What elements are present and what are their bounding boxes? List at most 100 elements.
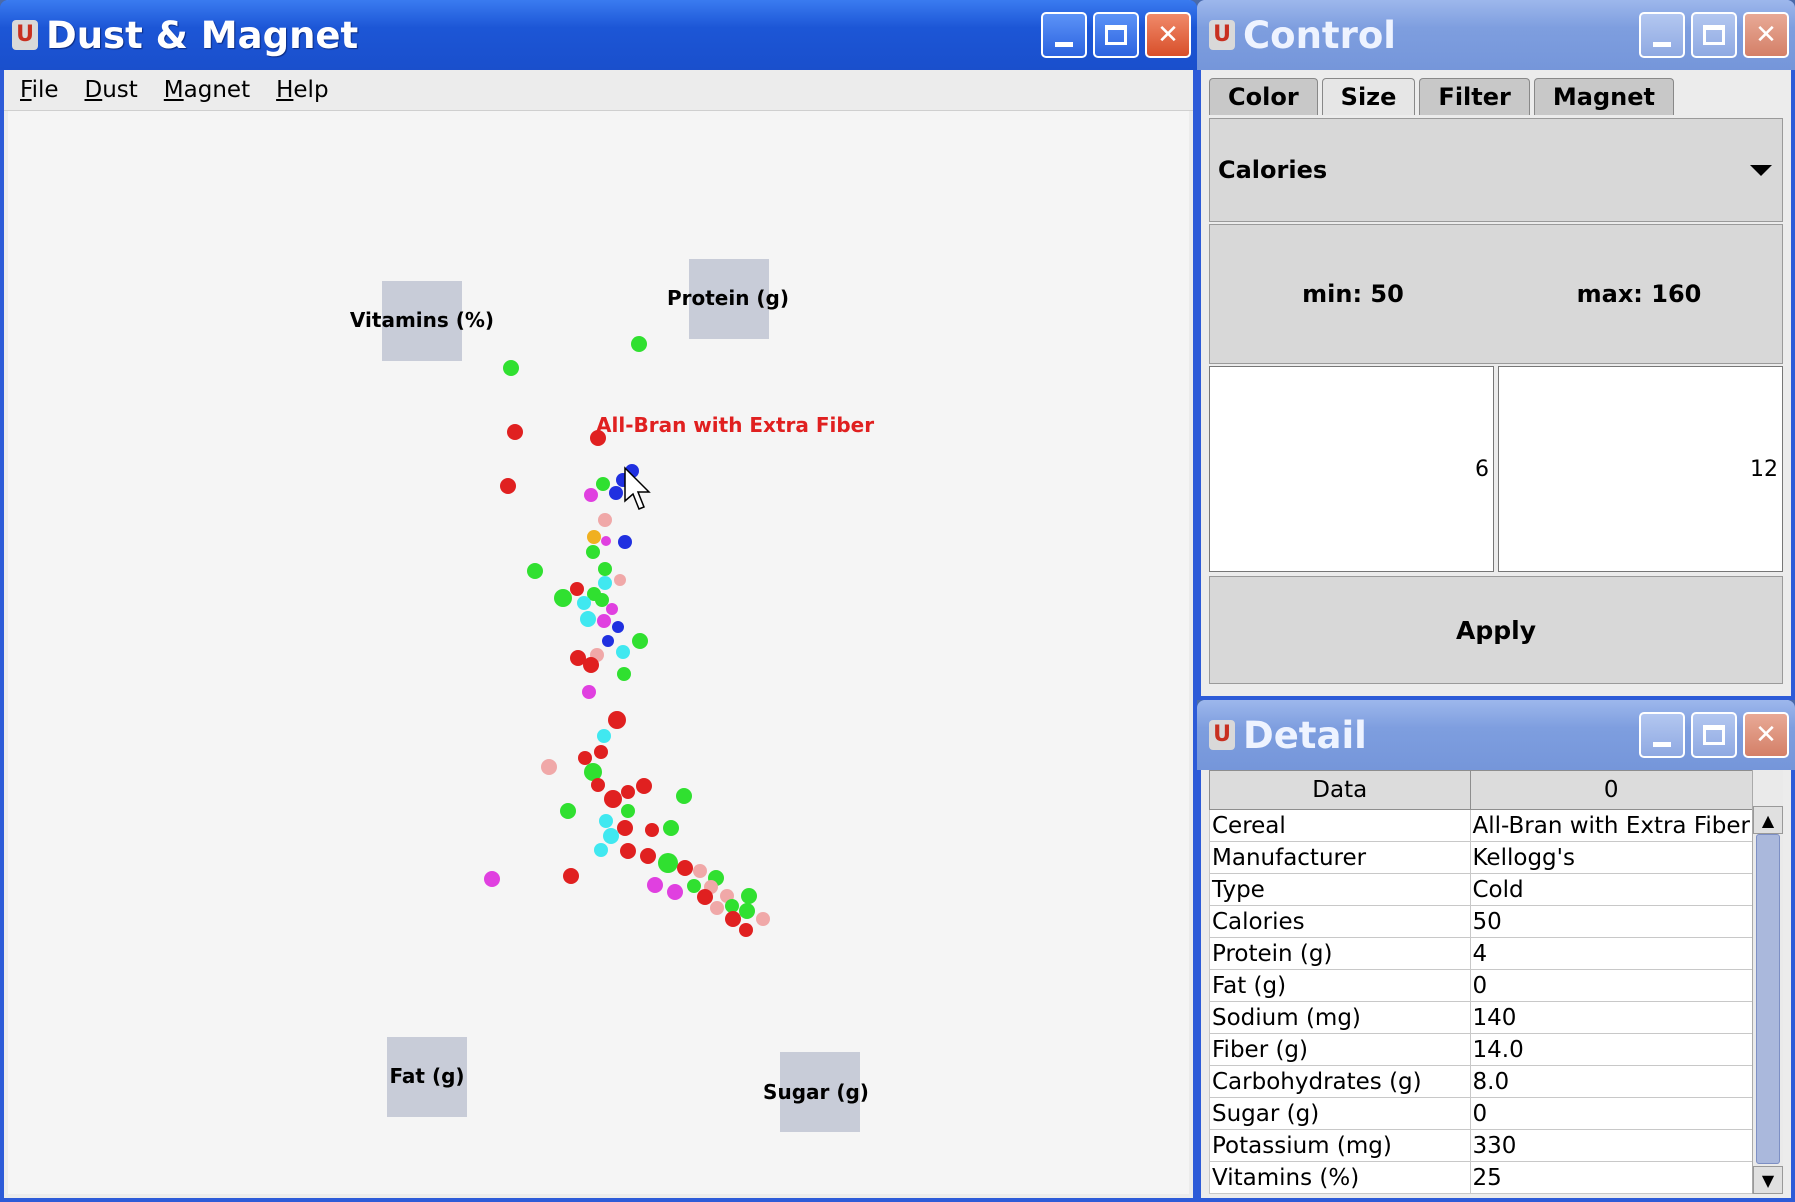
dust-particle[interactable]: [604, 790, 622, 808]
magnet-fat[interactable]: Fat (g): [387, 1037, 467, 1117]
column-header-value[interactable]: 0: [1469, 770, 1753, 810]
dust-particle[interactable]: [603, 828, 619, 844]
dust-particle[interactable]: [756, 912, 770, 926]
menu-file[interactable]: File: [20, 77, 59, 103]
dust-particle[interactable]: [598, 513, 612, 527]
dust-particle[interactable]: [741, 888, 757, 904]
dust-particle[interactable]: [620, 843, 636, 859]
dust-particle[interactable]: [621, 785, 635, 799]
maximize-button[interactable]: [1691, 12, 1737, 58]
menu-dust[interactable]: Dust: [84, 77, 138, 103]
dust-particle[interactable]: [632, 633, 648, 649]
dust-magnet-canvas[interactable]: Vitamins (%) Protein (g) Fat (g) Sugar (…: [8, 111, 1189, 1194]
close-button[interactable]: ✕: [1743, 712, 1789, 758]
dust-particle[interactable]: [602, 635, 614, 647]
magnet-sugar[interactable]: Sugar (g): [763, 1052, 869, 1132]
dust-particle[interactable]: [598, 562, 612, 576]
dust-particle[interactable]: [617, 667, 631, 681]
dust-plot[interactable]: Vitamins (%) Protein (g) Fat (g) Sugar (…: [8, 111, 1189, 1198]
scroll-thumb[interactable]: [1756, 834, 1780, 1164]
dust-particle[interactable]: [570, 650, 586, 666]
dust-particle[interactable]: [663, 820, 679, 836]
table-row[interactable]: Carbohydrates (g) 8.0: [1209, 1065, 1753, 1098]
tab-color[interactable]: Color: [1209, 78, 1318, 115]
table-row[interactable]: Potassium (mg) 330: [1209, 1129, 1753, 1162]
menu-help[interactable]: Help: [276, 77, 329, 103]
dust-particle[interactable]: [580, 611, 596, 627]
table-row[interactable]: Sugar (g) 0: [1209, 1097, 1753, 1130]
maximize-button[interactable]: [1093, 12, 1139, 58]
dust-particle[interactable]: [484, 871, 500, 887]
dust-particle[interactable]: [640, 848, 656, 864]
table-row[interactable]: Manufacturer Kellogg's: [1209, 841, 1753, 874]
maximize-button[interactable]: [1691, 712, 1737, 758]
dust-particle[interactable]: [601, 536, 611, 546]
table-row[interactable]: Vitamins (%) 25: [1209, 1161, 1753, 1194]
dust-particle[interactable]: [676, 788, 692, 804]
dust-particle[interactable]: [598, 576, 612, 590]
detail-scrollbar[interactable]: ▲ ▼: [1752, 770, 1783, 1194]
dust-particle[interactable]: [631, 336, 647, 352]
dust-particle[interactable]: [687, 879, 701, 893]
dust-particle[interactable]: [606, 603, 618, 615]
dust-particle[interactable]: [594, 745, 608, 759]
magnet-protein[interactable]: Protein (g): [667, 259, 789, 339]
dust-particle[interactable]: [584, 488, 598, 502]
dust-particle[interactable]: [527, 563, 543, 579]
dust-particle[interactable]: [614, 574, 626, 586]
dust-particle[interactable]: [658, 853, 678, 873]
dust-particle[interactable]: [591, 778, 605, 792]
dust-particle[interactable]: [503, 360, 519, 376]
max-size-input[interactable]: 12: [1498, 366, 1783, 572]
dust-particle[interactable]: [595, 593, 609, 607]
dust-particle[interactable]: [710, 901, 724, 915]
menu-magnet[interactable]: Magnet: [163, 77, 251, 103]
dust-particle[interactable]: [608, 711, 626, 729]
dust-particle[interactable]: [590, 430, 606, 446]
minimize-button[interactable]: [1639, 12, 1685, 58]
dust-particle[interactable]: [609, 486, 623, 500]
dust-particle[interactable]: [582, 685, 596, 699]
dust-particle[interactable]: [507, 424, 523, 440]
minimize-button[interactable]: [1639, 712, 1685, 758]
dust-particle[interactable]: [677, 860, 693, 876]
close-button[interactable]: ✕: [1743, 12, 1789, 58]
dust-particle[interactable]: [578, 751, 592, 765]
dust-particle[interactable]: [693, 864, 707, 878]
table-row[interactable]: Fiber (g) 14.0: [1209, 1033, 1753, 1066]
dust-particle[interactable]: [599, 814, 613, 828]
table-row[interactable]: Fat (g) 0: [1209, 969, 1753, 1002]
table-row[interactable]: Protein (g) 4: [1209, 937, 1753, 970]
dust-particle[interactable]: [618, 535, 632, 549]
dust-particle[interactable]: [739, 923, 753, 937]
dust-particle[interactable]: [725, 911, 741, 927]
dust-particle[interactable]: [647, 877, 663, 893]
dust-particle[interactable]: [617, 820, 633, 836]
dust-particle[interactable]: [570, 582, 584, 596]
tab-filter[interactable]: Filter: [1419, 78, 1530, 115]
table-row[interactable]: Type Cold: [1209, 873, 1753, 906]
dust-particle[interactable]: [645, 823, 659, 837]
attribute-select[interactable]: Calories: [1209, 118, 1783, 222]
dust-particle[interactable]: [636, 778, 652, 794]
dust-particle[interactable]: [596, 477, 610, 491]
dust-particle[interactable]: [563, 868, 579, 884]
dust-particle[interactable]: [697, 889, 713, 905]
dust-particle[interactable]: [554, 589, 572, 607]
tab-size[interactable]: Size: [1321, 78, 1416, 115]
table-row[interactable]: Sodium (mg) 140: [1209, 1001, 1753, 1034]
column-header-data[interactable]: Data: [1209, 770, 1471, 810]
dust-particle[interactable]: [667, 884, 683, 900]
table-row[interactable]: Calories 50: [1209, 905, 1753, 938]
dust-particle[interactable]: [584, 763, 602, 781]
minimize-button[interactable]: [1041, 12, 1087, 58]
dust-particle[interactable]: [739, 903, 755, 919]
dust-particle[interactable]: [616, 645, 630, 659]
detail-titlebar[interactable]: U Detail ✕: [1197, 700, 1795, 770]
control-titlebar[interactable]: U Control ✕: [1197, 0, 1795, 70]
main-titlebar[interactable]: U Dust & Magnet ✕: [0, 0, 1197, 70]
min-size-input[interactable]: 6: [1209, 366, 1494, 572]
dust-particle[interactable]: [594, 843, 608, 857]
dust-particle[interactable]: [577, 596, 591, 610]
table-row[interactable]: Cereal All-Bran with Extra Fiber: [1209, 809, 1753, 842]
